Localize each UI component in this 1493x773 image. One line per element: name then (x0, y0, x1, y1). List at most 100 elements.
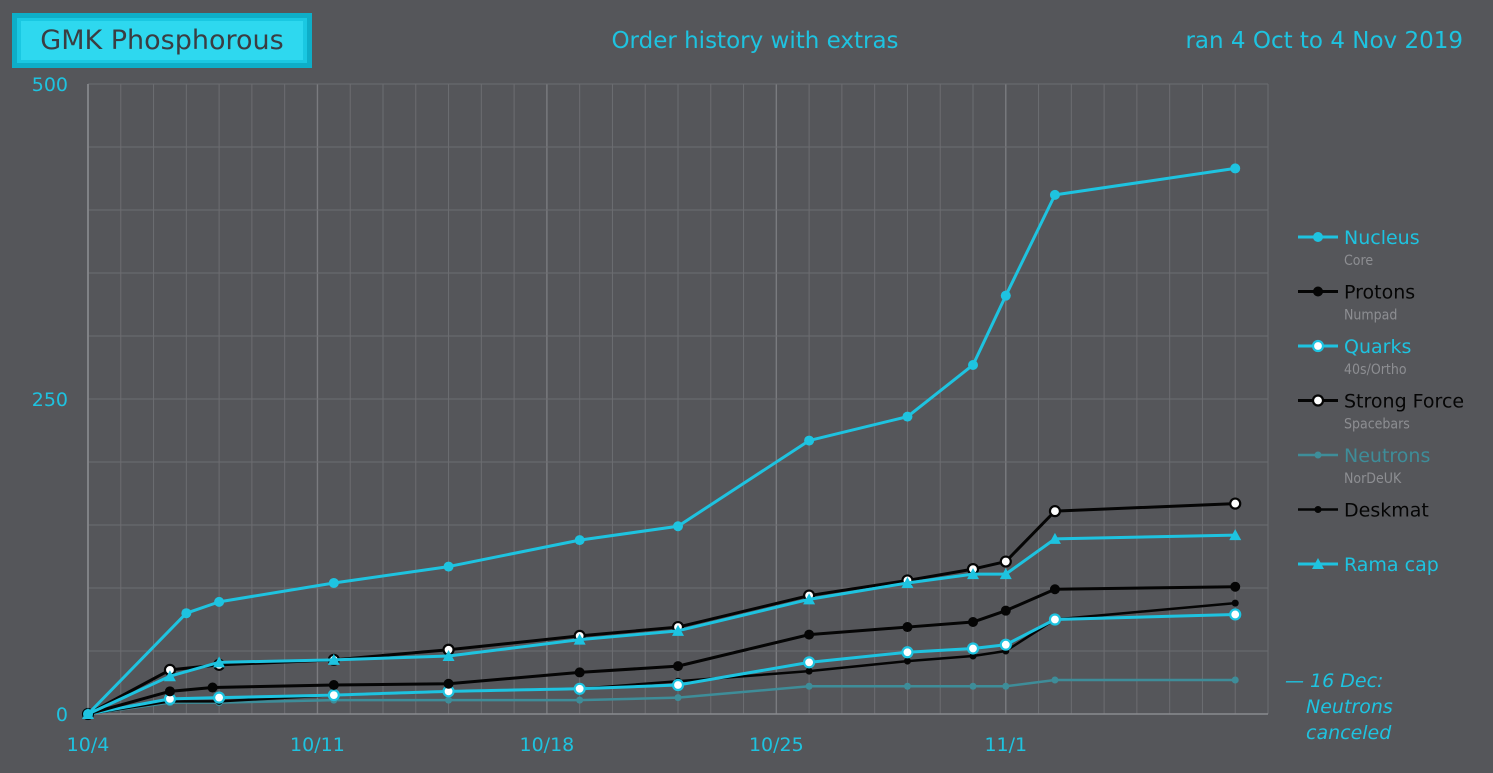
annotation-neutrons-canceled: — 16 Dec: Neutrons canceled (1285, 668, 1425, 746)
date-range: ran 4 Oct to 4 Nov 2019 (1185, 28, 1463, 54)
series-layer (81, 163, 1242, 721)
x-tick-label: 11/1 (984, 734, 1027, 756)
data-point (213, 691, 226, 704)
data-point (443, 561, 454, 572)
data-point (327, 688, 340, 702)
product-badge: GMK Phosphorous (12, 13, 312, 68)
legend-item-strong-force: Strong Force Spacebars (1298, 391, 1464, 433)
data-point (967, 568, 979, 580)
series-deskmat (84, 599, 1239, 718)
legend-item-rama-cap: Rama cap (1298, 554, 1439, 576)
chart-title: Order history with extras (611, 28, 899, 54)
data-point (1000, 605, 1011, 616)
data-point (328, 680, 339, 691)
legend-item-protons: Protons Numpad (1298, 282, 1415, 324)
data-point (1230, 163, 1241, 174)
series-line (87, 585, 1236, 716)
data-point (1229, 529, 1242, 541)
legend-label: Rama cap (1344, 554, 1439, 576)
data-point (999, 555, 1012, 568)
data-point (803, 656, 816, 669)
data-point (1002, 682, 1010, 690)
data-point (969, 682, 977, 690)
data-point (1229, 608, 1242, 621)
data-point (804, 435, 815, 446)
data-point (902, 411, 913, 422)
data-point (674, 694, 682, 702)
legend-item-quarks: Quarks 40s/Ortho (1298, 336, 1411, 378)
axes: 0 250 500 10/4 10/11 10/18 10/25 11/1 (32, 74, 1268, 756)
legend-label: Deskmat (1344, 500, 1429, 522)
legend-sublabel: Numpad (1344, 308, 1397, 324)
data-point (902, 622, 913, 633)
legend-label: Nucleus (1344, 227, 1420, 249)
data-point (1311, 339, 1325, 353)
data-point (573, 633, 586, 645)
legend: Nucleus Core Protons Numpad Quarks 40s/Ortho S… (1298, 227, 1464, 576)
data-point (181, 608, 192, 619)
x-tick-label: 10/4 (67, 734, 110, 756)
data-point (1314, 506, 1322, 513)
grid (87, 83, 1269, 715)
annotation-line-3: canceled (1306, 722, 1392, 744)
legend-sublabel: 40s/Ortho (1344, 362, 1407, 378)
data-point (901, 646, 914, 659)
annotation-line-1: — 16 Dec: (1285, 670, 1384, 692)
data-point (999, 638, 1012, 651)
y-tick-label: 500 (32, 74, 68, 96)
legend-sublabel: NorDeUK (1344, 471, 1402, 487)
annotation-line-2: Neutrons (1306, 696, 1393, 718)
data-point (1231, 599, 1239, 607)
legend-sublabel: Spacebars (1344, 417, 1410, 433)
data-point (443, 678, 454, 689)
data-point (442, 650, 455, 662)
data-point (673, 661, 683, 672)
series-rama-cap (82, 529, 1242, 719)
y-tick-label: 250 (32, 389, 68, 411)
data-point (1312, 558, 1324, 569)
data-point (805, 682, 813, 690)
data-point (1049, 189, 1060, 200)
data-point (1048, 505, 1062, 518)
data-point (1000, 290, 1011, 301)
data-point (1048, 532, 1061, 544)
legend-sublabel: Core (1344, 253, 1373, 269)
x-tick-label: 10/25 (749, 734, 804, 756)
legend-label: Quarks (1344, 336, 1411, 358)
product-name: GMK Phosphorous (40, 25, 284, 56)
data-point (574, 535, 585, 546)
data-point (213, 656, 226, 668)
legend-label: Strong Force (1344, 391, 1464, 413)
data-point (328, 577, 339, 588)
series-quarks (81, 608, 1242, 721)
data-point (1051, 676, 1059, 684)
x-tick-label: 10/11 (290, 734, 345, 756)
data-point (1230, 581, 1241, 592)
data-point (805, 667, 813, 675)
data-point (83, 709, 93, 719)
data-point (903, 682, 911, 690)
data-point (207, 682, 218, 693)
legend-item-nucleus: Nucleus Core (1298, 227, 1420, 269)
data-point (1311, 394, 1325, 407)
data-point (968, 359, 978, 370)
data-point (163, 670, 176, 682)
data-point (327, 653, 340, 665)
data-point (671, 678, 685, 692)
data-point (803, 593, 816, 605)
y-tick-label: 0 (56, 704, 68, 726)
data-point (966, 642, 980, 655)
data-point (573, 682, 586, 695)
data-point (1229, 497, 1242, 510)
data-point (1314, 451, 1322, 459)
data-point (214, 596, 225, 607)
data-point (1231, 676, 1239, 684)
legend-item-neutrons: Neutrons NorDeUK (1298, 445, 1430, 487)
data-point (1313, 232, 1323, 242)
legend-label: Neutrons (1344, 445, 1430, 467)
data-point (164, 686, 175, 697)
data-point (445, 696, 453, 704)
data-point (901, 576, 914, 588)
data-point (576, 696, 584, 704)
